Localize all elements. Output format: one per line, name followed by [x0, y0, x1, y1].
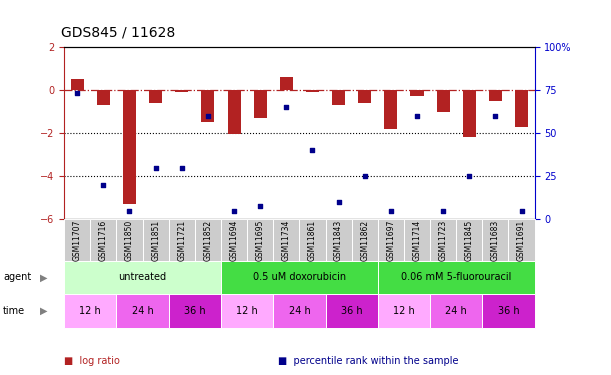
Bar [149, 90, 162, 103]
Bar [384, 90, 397, 129]
Point [282, 104, 291, 110]
Text: GSM11734: GSM11734 [282, 219, 291, 261]
Text: GSM11850: GSM11850 [125, 219, 134, 261]
Point [203, 113, 213, 119]
Text: GDS845 / 11628: GDS845 / 11628 [61, 26, 175, 39]
Text: ■  percentile rank within the sample: ■ percentile rank within the sample [278, 356, 458, 366]
Point [386, 208, 396, 214]
Text: 24 h: 24 h [445, 306, 467, 316]
Point [177, 165, 187, 171]
Text: 36 h: 36 h [184, 306, 206, 316]
Text: 12 h: 12 h [393, 306, 415, 316]
Point [464, 173, 474, 179]
Point [151, 165, 161, 171]
Text: GSM11716: GSM11716 [99, 219, 108, 261]
Text: GSM11714: GSM11714 [412, 219, 422, 261]
Text: GSM11852: GSM11852 [203, 219, 213, 261]
Point [438, 208, 448, 214]
Text: GSM11861: GSM11861 [308, 219, 317, 261]
Text: 12 h: 12 h [236, 306, 258, 316]
Text: GSM11851: GSM11851 [151, 219, 160, 261]
Point [334, 199, 343, 205]
Bar [71, 79, 84, 90]
Text: ▶: ▶ [40, 306, 47, 316]
Bar [97, 90, 110, 105]
Text: GSM11691: GSM11691 [517, 219, 526, 261]
Text: 0.06 mM 5-fluorouracil: 0.06 mM 5-fluorouracil [401, 273, 511, 282]
Point [229, 208, 239, 214]
Point [491, 113, 500, 119]
Point [98, 182, 108, 188]
Point [125, 208, 134, 214]
Text: 36 h: 36 h [498, 306, 519, 316]
Point [412, 113, 422, 119]
Bar [515, 90, 528, 127]
Text: 12 h: 12 h [79, 306, 101, 316]
Bar [123, 90, 136, 204]
Bar [411, 90, 423, 96]
Text: GSM11845: GSM11845 [465, 219, 474, 261]
Text: GSM11683: GSM11683 [491, 219, 500, 261]
Text: 36 h: 36 h [341, 306, 362, 316]
Text: GSM11707: GSM11707 [73, 219, 82, 261]
Text: GSM11843: GSM11843 [334, 219, 343, 261]
Text: GSM11721: GSM11721 [177, 219, 186, 261]
Text: untreated: untreated [119, 273, 167, 282]
Text: ■  log ratio: ■ log ratio [64, 356, 120, 366]
Bar [358, 90, 371, 103]
Bar [280, 77, 293, 90]
Text: ▶: ▶ [40, 273, 47, 282]
Text: 0.5 uM doxorubicin: 0.5 uM doxorubicin [253, 273, 346, 282]
Bar [202, 90, 214, 122]
Text: time: time [3, 306, 25, 316]
Bar [332, 90, 345, 105]
Bar [227, 90, 241, 134]
Bar [254, 90, 267, 118]
Bar [306, 90, 319, 92]
Text: GSM11862: GSM11862 [360, 219, 369, 261]
Text: agent: agent [3, 273, 31, 282]
Point [255, 202, 265, 208]
Bar [463, 90, 476, 138]
Point [360, 173, 370, 179]
Point [307, 147, 317, 153]
Text: GSM11694: GSM11694 [230, 219, 238, 261]
Bar [175, 90, 188, 92]
Bar [437, 90, 450, 112]
Bar [489, 90, 502, 101]
Point [517, 208, 527, 214]
Text: GSM11723: GSM11723 [439, 219, 448, 261]
Text: 24 h: 24 h [288, 306, 310, 316]
Text: GSM11695: GSM11695 [255, 219, 265, 261]
Text: 24 h: 24 h [132, 306, 153, 316]
Text: GSM11697: GSM11697 [386, 219, 395, 261]
Point [72, 90, 82, 96]
